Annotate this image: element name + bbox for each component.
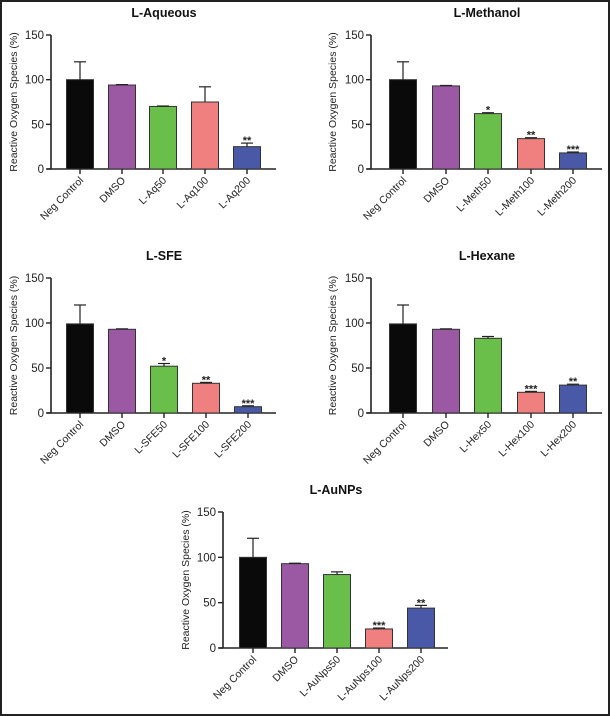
- bar-l-aunps50: [323, 574, 351, 649]
- x-tick-label: Neg Control: [361, 419, 409, 467]
- significance-marker: *: [486, 105, 491, 117]
- y-tick-label: 100: [345, 75, 364, 87]
- x-tick-label: Neg Control: [38, 419, 86, 467]
- significance-marker: ***: [525, 383, 539, 395]
- x-tick-label: L-Aq50: [137, 175, 170, 208]
- y-tick-label: 100: [197, 552, 216, 564]
- y-tick-label: 0: [358, 408, 364, 420]
- bar-l-aq200: [233, 146, 261, 170]
- x-tick-label: Neg Control: [361, 175, 409, 223]
- x-tick-label: L-SFE200: [212, 419, 254, 461]
- bar-dmso: [108, 84, 136, 170]
- significance-marker: **: [243, 135, 252, 147]
- y-tick-label: 50: [203, 598, 216, 610]
- bar-neg-control: [239, 556, 267, 649]
- x-tick-label: Neg Control: [211, 654, 259, 702]
- x-tick-label: L-Hex100: [496, 419, 537, 460]
- significance-marker: **: [527, 130, 536, 142]
- y-tick-label: 50: [351, 119, 364, 131]
- x-tick-label: DMSO: [270, 654, 301, 685]
- bar-l-hex50: [474, 337, 502, 414]
- chart-panel-l-methanol: L-Methanol Reactive Oxygen Species (%) 0 50…: [327, 6, 602, 223]
- y-tick-label: 150: [345, 273, 364, 285]
- x-tick-label: L-SFE50: [132, 419, 170, 457]
- bar-l-meth100: [517, 138, 545, 170]
- y-axis-label: Reactive Oxygen Species (%): [327, 32, 339, 171]
- chart-title: L-Methanol: [454, 6, 521, 20]
- x-tick-label: L-Hex50: [458, 419, 495, 456]
- chart-title: L-Hexane: [459, 249, 515, 263]
- significance-marker: ***: [242, 398, 256, 410]
- significance-marker: *: [162, 356, 167, 368]
- y-axis-label: Reactive Oxygen Species (%): [8, 276, 20, 415]
- x-tick-label: L-Meth50: [454, 175, 494, 215]
- y-tick-label: 150: [25, 273, 44, 285]
- chart-panel-l-aqueous: L-Aqueous Reactive Oxygen Species (%) 0 50 1…: [8, 6, 276, 223]
- y-axis-label: Reactive Oxygen Species (%): [327, 276, 339, 415]
- bar-neg-control: [66, 79, 94, 170]
- y-tick-label: 150: [197, 507, 216, 519]
- x-tick-label: DMSO: [97, 419, 128, 450]
- bar-l-aq100: [191, 101, 219, 170]
- bar-l-sfe100: [192, 382, 220, 414]
- x-tick-label: L-Meth200: [535, 175, 579, 219]
- y-tick-label: 50: [31, 363, 44, 375]
- significance-marker: **: [417, 597, 426, 609]
- bar-dmso: [432, 85, 460, 170]
- x-tick-label: L-Hex200: [538, 419, 579, 460]
- chart-panel-l-sfe: L-SFE Reactive Oxygen Species (%) 0 50 100 15…: [8, 249, 276, 467]
- bar-l-aunps200: [407, 607, 435, 649]
- chart-title: L-SFE: [146, 249, 182, 263]
- significance-marker: ***: [373, 620, 387, 632]
- significance-marker: **: [202, 374, 211, 386]
- bar-l-meth50: [474, 113, 502, 170]
- y-tick-label: 50: [31, 119, 44, 131]
- chart-panel-l-hexane: L-Hexane Reactive Oxygen Species (%) 0 50 10…: [327, 249, 602, 467]
- significance-marker: **: [569, 376, 578, 388]
- y-tick-label: 100: [345, 318, 364, 330]
- bar-neg-control: [66, 323, 94, 414]
- y-tick-label: 0: [38, 408, 44, 420]
- bar-neg-control: [389, 323, 417, 414]
- y-tick-label: 50: [351, 363, 364, 375]
- chart-title: L-Aqueous: [131, 6, 196, 20]
- bar-neg-control: [389, 79, 417, 170]
- bar-l-aq50: [149, 105, 177, 170]
- bar-l-sfe50: [150, 365, 178, 414]
- y-axis-label: Reactive Oxygen Species (%): [8, 32, 20, 171]
- x-tick-label: L-SFE100: [170, 419, 212, 461]
- y-axis-label: Reactive Oxygen Species (%): [180, 510, 192, 649]
- bar-dmso: [108, 328, 136, 414]
- x-tick-label: L-AuNps200: [377, 654, 427, 704]
- x-tick-label: L-Aq200: [217, 175, 254, 212]
- y-tick-label: 0: [210, 643, 216, 655]
- x-tick-label: L-Aq100: [175, 175, 212, 212]
- bar-dmso: [432, 328, 460, 414]
- y-tick-label: 100: [25, 318, 44, 330]
- y-tick-label: 0: [358, 164, 364, 176]
- y-tick-label: 150: [25, 30, 44, 42]
- y-tick-label: 100: [25, 75, 44, 87]
- x-tick-label: DMSO: [421, 175, 452, 206]
- x-tick-label: L-Meth100: [493, 175, 537, 219]
- significance-marker: ***: [567, 144, 581, 156]
- chart-panel-l-aunps: L-AuNPs Reactive Oxygen Species (%) 0 50 100…: [180, 483, 448, 703]
- chart-title: L-AuNPs: [310, 483, 363, 497]
- bar-l-hex200: [559, 384, 587, 414]
- x-tick-label: DMSO: [97, 175, 128, 206]
- bar-dmso: [281, 563, 309, 649]
- y-tick-label: 0: [38, 164, 44, 176]
- x-tick-label: DMSO: [421, 419, 452, 450]
- x-tick-label: L-AuNps50: [297, 654, 343, 700]
- x-tick-label: Neg Control: [38, 175, 86, 223]
- y-tick-label: 150: [345, 30, 364, 42]
